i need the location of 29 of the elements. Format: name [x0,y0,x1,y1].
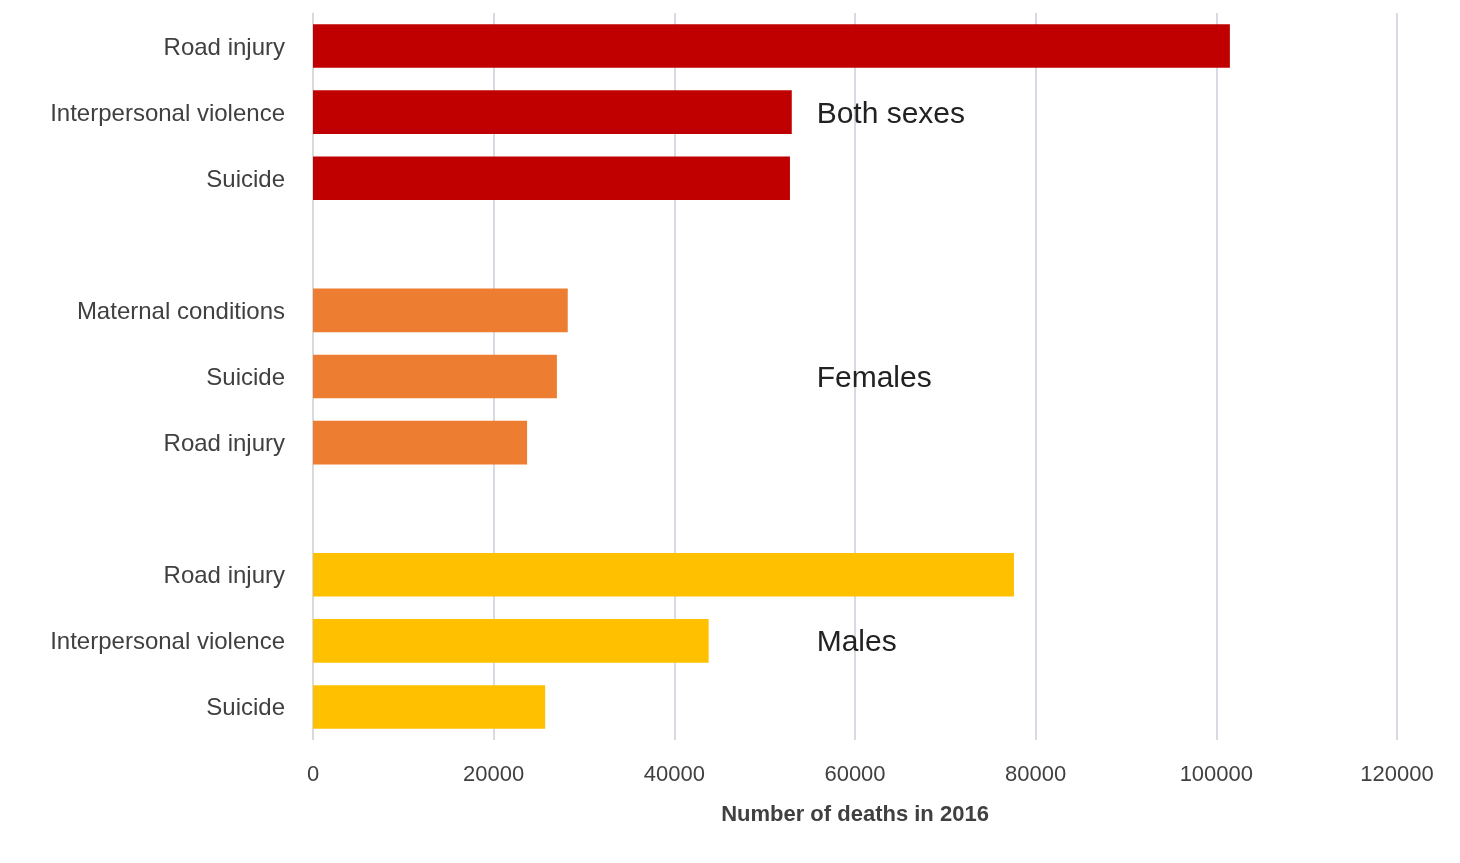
y-tick-label: Maternal conditions [76,296,285,324]
y-tick-label: Interpersonal violence [50,627,285,655]
bar [313,354,557,399]
x-tick-label: 20000 [463,760,525,786]
series-label: Males [816,624,897,658]
bar [313,90,792,134]
text: Females [816,360,932,393]
x-tick-label: 40000 [643,760,705,786]
y-tick-label: Interpersonal violence [50,98,285,126]
y-tick-label: Road injury [163,561,285,589]
x-axis-title: Number of deaths in 2016 [721,800,989,826]
x-tick-label: 80000 [1005,760,1067,786]
y-tick-label: Road injury [163,32,285,60]
y-tick-label: Suicide [206,693,285,721]
y-tick-label: Suicide [206,363,285,390]
x-tick-label: 0 [306,760,320,786]
y-tick-label: Suicide [206,164,285,192]
bar [313,288,568,333]
bar [313,420,528,465]
series-label: Both sexes [816,95,966,129]
y-tick-label: Road injury [163,429,285,457]
x-tick-label: 60000 [824,760,886,786]
bar [313,156,790,201]
bar [313,685,546,729]
x-tick-label: 100000 [1179,760,1254,786]
x-tick-label: 120000 [1360,760,1434,786]
bar [313,619,709,663]
bar [313,552,1014,597]
bar [313,24,1230,68]
